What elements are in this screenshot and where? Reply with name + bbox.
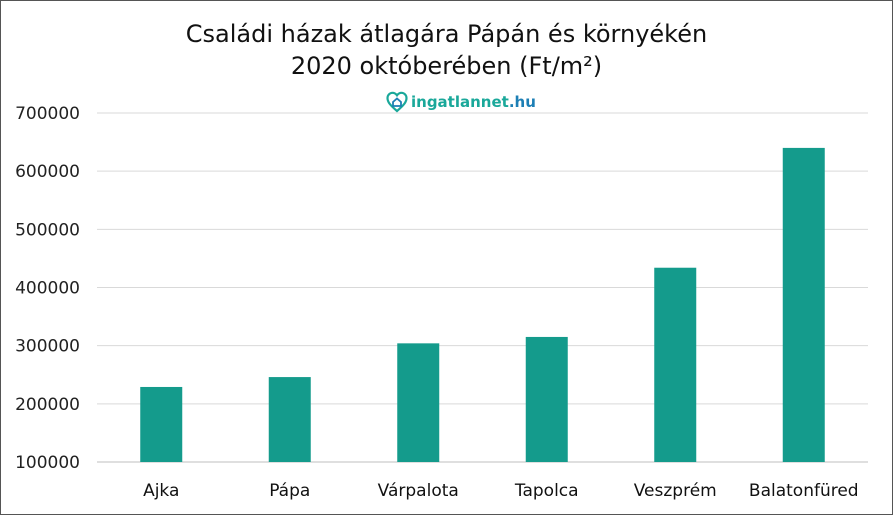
x-tick-label: Ajka [143, 481, 179, 501]
x-tick-label: Balatonfüred [749, 481, 859, 501]
y-tick-label: 400000 [15, 279, 80, 299]
x-tick-label: Várpalota [378, 481, 459, 501]
house-heart-icon [386, 91, 408, 113]
bar [782, 147, 825, 462]
y-tick-label: 100000 [15, 453, 80, 473]
y-tick-label: 700000 [15, 104, 80, 124]
logo-brand: ingatlannet [411, 93, 509, 111]
y-tick-label: 300000 [15, 337, 80, 357]
x-tick-label: Tapolca [514, 481, 579, 501]
y-tick-label: 600000 [15, 162, 80, 182]
chart-title: Családi házak átlagára Pápán és környéké… [185, 20, 708, 48]
ingatlannet-logo: ingatlannet.hu [386, 91, 536, 113]
x-tick-label: Veszprém [634, 481, 717, 501]
chart-title-block: Családi házak átlagára Pápán és környéké… [0, 18, 893, 82]
bar [268, 377, 311, 462]
chart-subtitle: 2020 októberében (Ft/m²) [290, 52, 603, 80]
x-tick-label: Pápa [269, 481, 310, 501]
bar [397, 343, 440, 462]
logo-tld: .hu [508, 93, 536, 111]
bar [140, 386, 183, 462]
bar [654, 267, 697, 462]
y-tick-label: 500000 [15, 220, 80, 240]
y-tick-label: 200000 [15, 395, 80, 415]
bar [525, 336, 568, 462]
